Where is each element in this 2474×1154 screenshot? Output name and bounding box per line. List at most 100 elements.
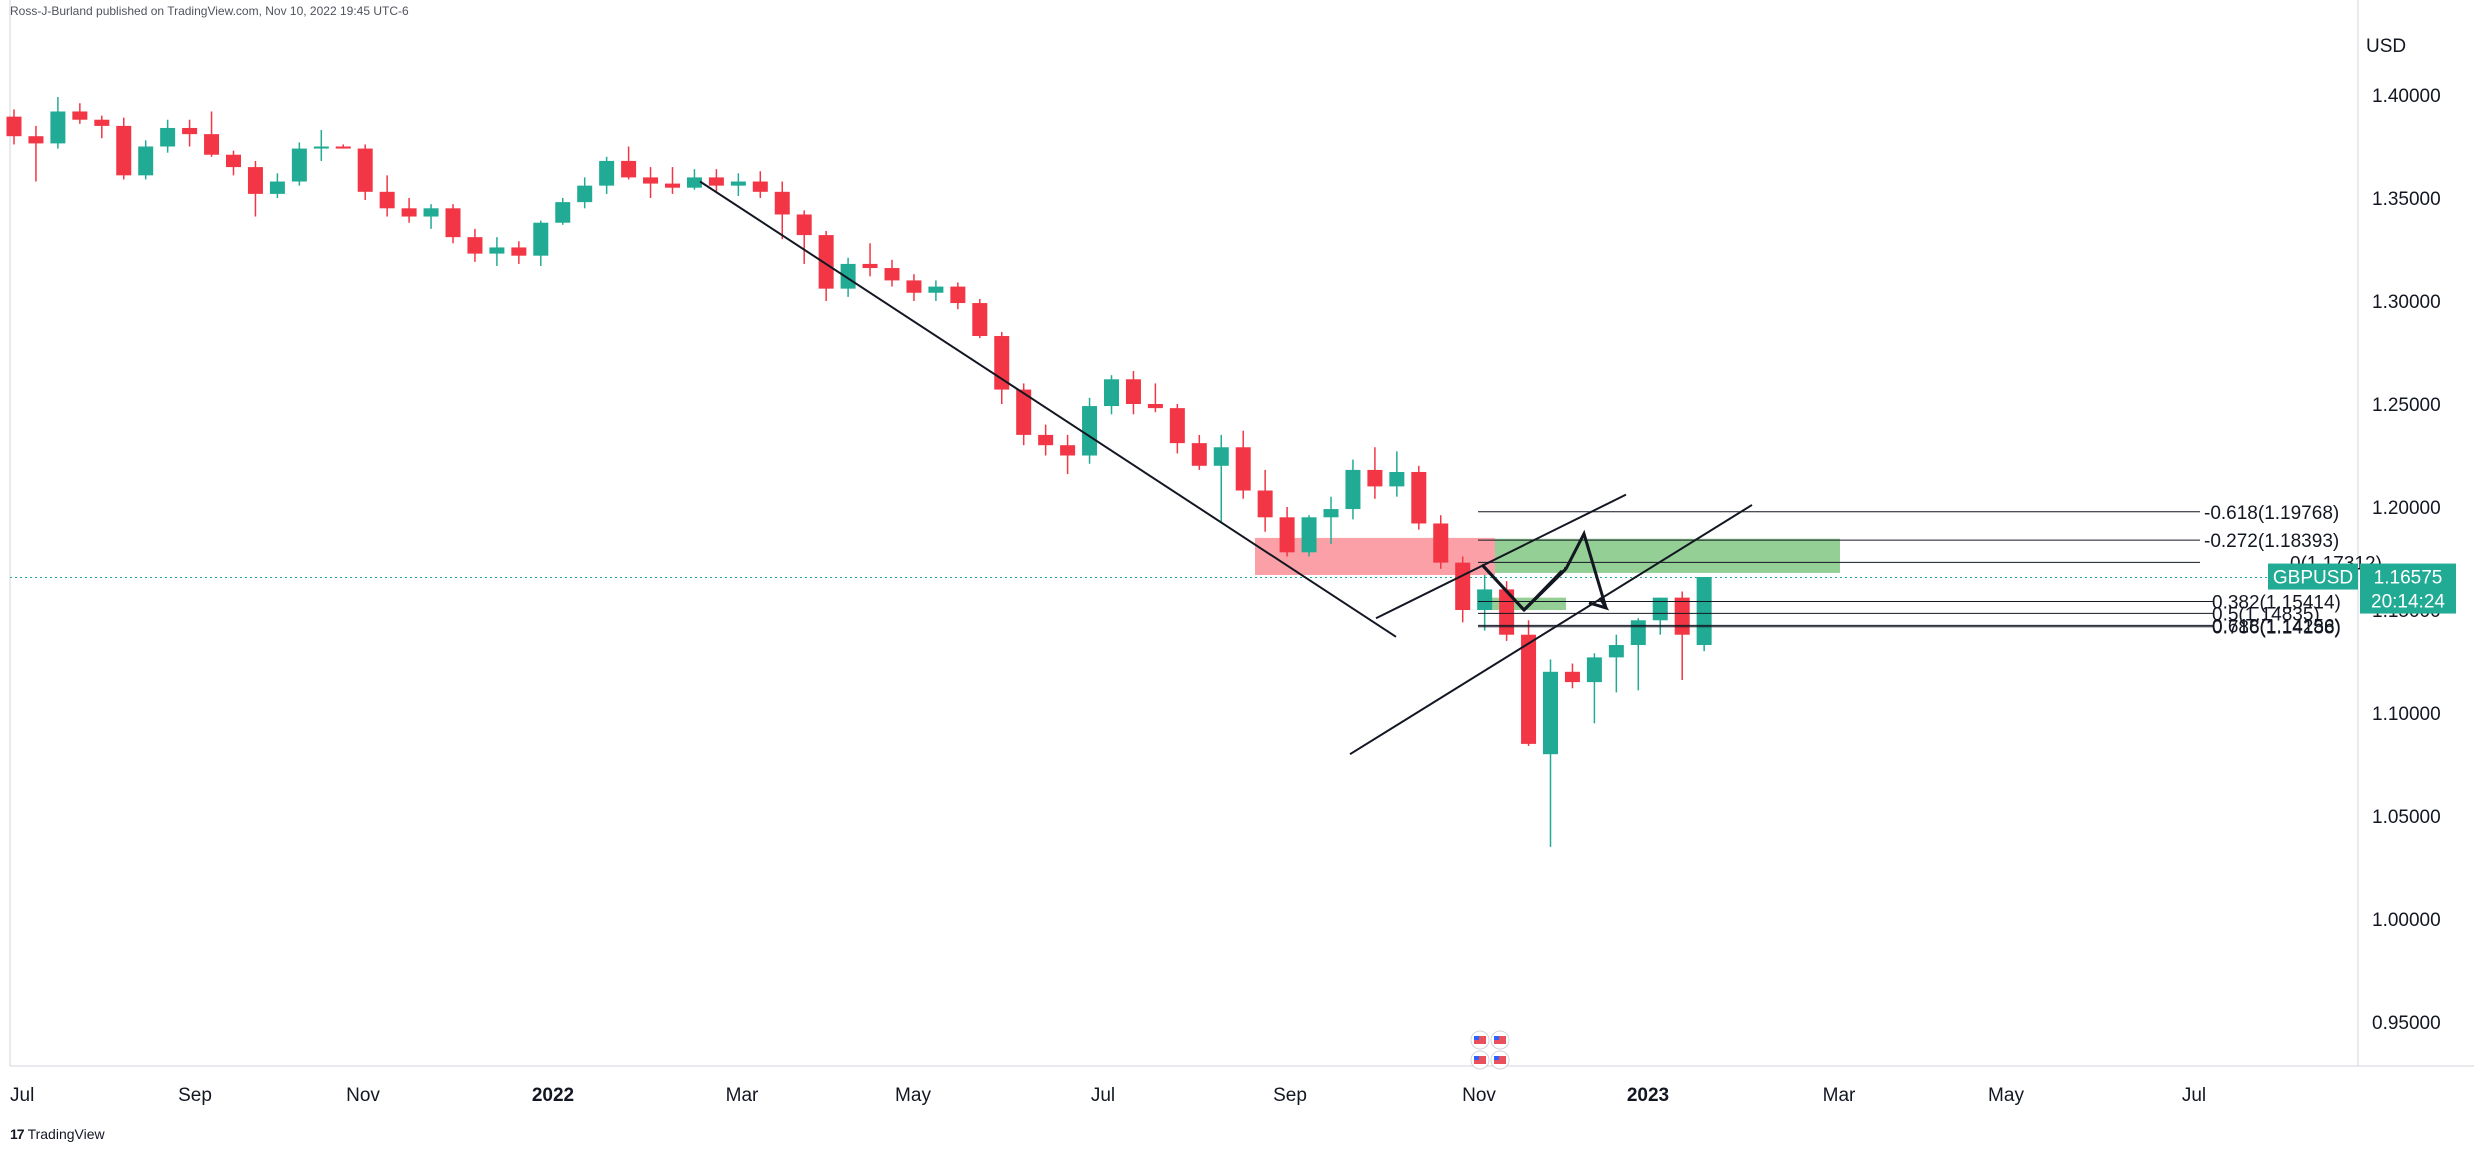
candle-body [840, 263, 856, 289]
candle-body [928, 286, 944, 293]
candle-body [1477, 589, 1493, 610]
fib-label: -0.272(1.18393) [2204, 531, 2339, 552]
candle-body [269, 181, 285, 194]
time-tick-label: May [1988, 1085, 2024, 1106]
candle-body [335, 146, 351, 149]
candle-body [774, 191, 790, 215]
candle-body [1060, 445, 1076, 456]
candle-body [1038, 434, 1054, 446]
candle-body [423, 208, 439, 217]
footer-logo-text: TradingView [27, 1126, 105, 1142]
axis-lines [9, 0, 2474, 1067]
candle-body [1191, 443, 1207, 466]
candle-body [204, 134, 220, 155]
channel-upper-line [1375, 493, 1627, 620]
candle-body [665, 183, 680, 188]
price-tick-label: 1.10000 [2372, 704, 2441, 725]
candle-body [1367, 469, 1383, 487]
candle-body [6, 116, 22, 137]
price-axis[interactable]: USD 1.40000 1.35000 1.30000 1.25000 1.20000 1.… [2366, 36, 2441, 1034]
candle-body [445, 208, 461, 238]
time-tick-label: Nov [1462, 1085, 1496, 1106]
us-flag-icon [1494, 1056, 1506, 1064]
candle-body [1125, 379, 1141, 404]
candle-body [1543, 671, 1558, 755]
candle-body [950, 286, 966, 304]
us-flag-icon [1474, 1036, 1486, 1044]
time-tick-label: Sep [178, 1085, 212, 1106]
candle-body [28, 136, 44, 144]
us-flag-icon [1494, 1036, 1506, 1044]
time-tick-label: Nov [346, 1085, 380, 1106]
candle-body [1455, 562, 1471, 610]
candle-body [1323, 509, 1339, 518]
candle-body [1608, 645, 1624, 658]
time-tick-label: Mar [1823, 1085, 1856, 1106]
time-tick-label: Sep [1273, 1085, 1307, 1106]
candle-body [1147, 404, 1163, 409]
time-tick-label: Jul [2182, 1085, 2206, 1106]
candle-body [1016, 389, 1032, 435]
candle-body [906, 280, 922, 293]
price-tick-label: 1.40000 [2372, 86, 2441, 107]
us-flag-icon [1474, 1056, 1479, 1060]
fib-label: -0.618(1.19768) [2204, 503, 2339, 524]
time-tick-label: Jul [10, 1085, 34, 1106]
fib-label: 0.5(1.14835) [2212, 604, 2320, 625]
candle-body [730, 181, 746, 186]
footer: 17 TradingView [10, 1126, 105, 1142]
candle-body [1082, 406, 1098, 456]
price-tag-bg [2360, 563, 2456, 614]
time-tick-label: 2023 [1627, 1085, 1669, 1106]
candle-body [1630, 620, 1646, 646]
candle-body [1674, 597, 1690, 635]
candle-body [182, 127, 198, 135]
candle-body [401, 208, 417, 217]
drawings-layer [699, 180, 1753, 756]
fib-label: 0.618(1.14256) [2212, 616, 2341, 637]
time-axis[interactable]: Jul Sep Nov 2022 Mar May Jul Sep Nov 2023 Mar May Ju… [10, 1085, 2206, 1106]
symbol-tag-bg [2268, 563, 2358, 590]
fib-label: 0.786(1.14188) [2212, 618, 2341, 639]
candle-body [1235, 447, 1251, 491]
candle-body [1433, 523, 1449, 563]
price-tick-label: 1.25000 [2372, 395, 2441, 416]
price-tag: GBPUSD 1.16575 20:14:24 [2268, 563, 2456, 614]
time-tick-label: Jul [1091, 1085, 1115, 1106]
candle-body [467, 237, 483, 254]
candle-body [1499, 589, 1515, 635]
time-tick-label: May [895, 1085, 931, 1106]
candle-body [489, 247, 505, 254]
candle-body [1411, 471, 1427, 524]
publisher-header: Ross-J-Burland published on TradingView.… [10, 4, 409, 18]
candle-body [160, 127, 176, 147]
us-flag-icon [1474, 1056, 1486, 1064]
price-tag-value: 1.16575 [2374, 568, 2443, 589]
us-flag-icon [1494, 1036, 1499, 1040]
candle-body [247, 167, 263, 194]
resistance-zone [1255, 537, 1495, 575]
candle-body [1345, 469, 1361, 510]
candle-body [1564, 671, 1580, 683]
price-tick-label: 1.30000 [2372, 292, 2441, 313]
price-tick-label: 0.95000 [2372, 1013, 2441, 1034]
candle-body [818, 235, 834, 289]
candle-body [796, 214, 812, 236]
projection-leg-rise [1522, 567, 1568, 612]
candle-body [1301, 517, 1317, 553]
event-icons[interactable] [1470, 1030, 1510, 1070]
candle-body [357, 148, 373, 192]
candles-layer [6, 97, 1712, 847]
us-flag-icon [1474, 1036, 1479, 1040]
price-tick-label: 1.05000 [2372, 807, 2441, 828]
candle-body [1652, 597, 1668, 621]
candle-body [1389, 471, 1405, 487]
candle-body [599, 160, 615, 186]
price-tick-label: 1.00000 [2372, 910, 2441, 931]
candle-body [116, 125, 132, 176]
candle-body [643, 177, 659, 184]
candle-body [511, 247, 527, 256]
price-tick-label: 1.20000 [2372, 498, 2441, 519]
candle-body [1213, 447, 1229, 466]
